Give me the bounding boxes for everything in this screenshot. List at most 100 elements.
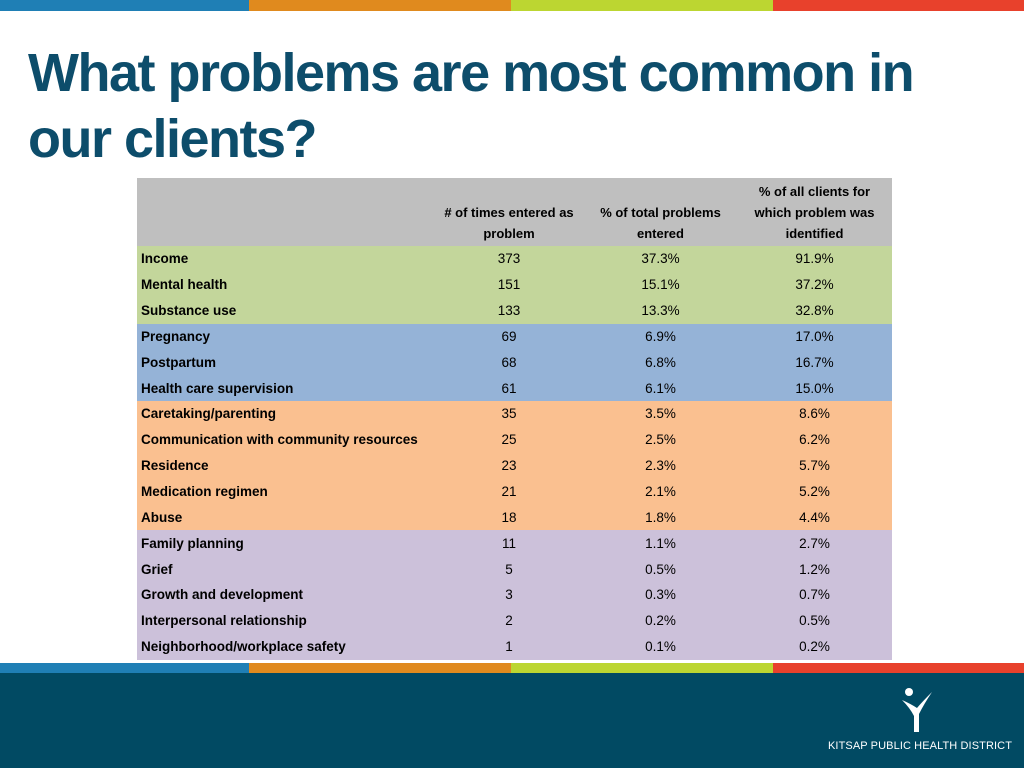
problem-label-cell: Mental health xyxy=(141,277,228,293)
pct-total-cell: 0.1% xyxy=(645,639,676,655)
pct-total-cell: 13.3% xyxy=(641,303,680,319)
bar-segment-blue xyxy=(0,663,249,673)
pct-total-cell: 0.5% xyxy=(645,561,676,577)
column-header-count: # of times entered as problem xyxy=(434,178,584,246)
pct-total-cell: 2.5% xyxy=(645,432,676,448)
count-cell: 133 xyxy=(497,303,521,319)
problem-label-cell: Abuse xyxy=(141,509,183,525)
table-row: Mental health 151 15.1% 37.2% xyxy=(137,271,892,298)
column-header-problem xyxy=(137,178,434,246)
bar-segment-orange xyxy=(249,0,511,11)
pct-clients-cell: 5.7% xyxy=(799,458,830,474)
pct-clients-cell: 91.9% xyxy=(795,251,834,267)
count-cell: 21 xyxy=(501,484,517,500)
table-row: Postpartum 68 6.8% 16.7% xyxy=(137,349,892,376)
table-row: Income 373 37.3% 91.9% xyxy=(137,246,892,272)
count-cell: 23 xyxy=(501,458,517,474)
problem-label-cell: Interpersonal relationship xyxy=(141,613,307,629)
pct-clients-cell: 5.2% xyxy=(799,484,830,500)
table-row: Communication with community resources 25… xyxy=(137,426,892,453)
table-row: Interpersonal relationship 2 0.2% 0.5% xyxy=(137,607,892,634)
problem-label-cell: Pregnancy xyxy=(141,328,211,344)
problem-label-cell: Family planning xyxy=(141,535,244,551)
problem-label-cell: Neighborhood/workplace safety xyxy=(141,639,346,655)
pct-total-cell: 6.1% xyxy=(645,380,676,396)
column-header-pct-clients: % of all clients for which problem was i… xyxy=(737,178,892,246)
pct-clients-cell: 4.4% xyxy=(799,509,830,525)
slide-title: What problems are most common in our cli… xyxy=(28,43,915,169)
pct-total-cell: 37.3% xyxy=(641,251,680,267)
table-row: Grief 5 0.5% 1.2% xyxy=(137,556,892,582)
pct-clients-cell: 6.2% xyxy=(799,432,830,448)
count-cell: 35 xyxy=(501,406,517,422)
table-row: Residence 23 2.3% 5.7% xyxy=(137,452,892,479)
pct-total-cell: 2.3% xyxy=(645,458,676,474)
count-cell: 3 xyxy=(505,587,513,603)
problem-label-cell: Caretaking/parenting xyxy=(141,406,277,422)
problem-label-cell: Medication regimen xyxy=(141,484,268,500)
count-cell: 11 xyxy=(501,535,516,551)
count-cell: 68 xyxy=(501,354,517,370)
problems-table: # of times entered as problem % of total… xyxy=(137,178,892,660)
count-cell: 25 xyxy=(501,432,517,448)
table-row: Neighborhood/workplace safety 1 0.1% 0.2% xyxy=(137,633,892,660)
table-row: Family planning 11 1.1% 2.7% xyxy=(137,530,892,557)
problem-label-cell: Growth and development xyxy=(141,587,304,603)
problem-label-cell: Substance use xyxy=(141,303,237,319)
problem-label-cell: Grief xyxy=(141,561,173,577)
bottom-color-bar xyxy=(0,663,1024,673)
table-row: Growth and development 3 0.3% 0.7% xyxy=(137,581,892,608)
count-cell: 1 xyxy=(505,639,513,655)
pct-clients-cell: 15.0% xyxy=(795,380,834,396)
bar-segment-green xyxy=(511,663,773,673)
bar-segment-green xyxy=(511,0,773,11)
pct-clients-cell: 17.0% xyxy=(795,328,834,344)
pct-clients-cell: 0.2% xyxy=(799,639,830,655)
pct-clients-cell: 0.5% xyxy=(799,613,830,629)
problem-label-cell: Postpartum xyxy=(141,354,217,370)
problem-label-cell: Health care supervision xyxy=(141,380,294,396)
pct-clients-cell: 32.8% xyxy=(795,303,834,319)
table-row: Substance use 133 13.3% 32.8% xyxy=(137,297,892,324)
table-row: Health care supervision 61 6.1% 15.0% xyxy=(137,375,892,402)
count-cell: 69 xyxy=(501,328,517,344)
pct-clients-cell: 37.2% xyxy=(795,277,834,293)
person-figure-icon xyxy=(902,688,932,732)
count-cell: 18 xyxy=(501,509,517,525)
pct-total-cell: 3.5% xyxy=(645,406,676,422)
count-cell: 373 xyxy=(497,251,521,267)
footer-band xyxy=(0,673,1024,768)
pct-total-cell: 1.8% xyxy=(645,509,676,525)
problem-label-cell: Residence xyxy=(141,458,209,474)
table-row: Medication regimen 21 2.1% 5.2% xyxy=(137,478,892,505)
table-row: Caretaking/parenting 35 3.5% 8.6% xyxy=(137,401,892,427)
pct-clients-cell: 1.2% xyxy=(799,561,830,577)
bar-segment-red xyxy=(773,663,1024,673)
pct-total-cell: 6.8% xyxy=(645,354,676,370)
bar-segment-red xyxy=(773,0,1024,11)
pct-clients-cell: 0.7% xyxy=(799,587,830,603)
pct-total-cell: 6.9% xyxy=(645,328,676,344)
bar-segment-blue xyxy=(0,0,249,11)
pct-total-cell: 15.1% xyxy=(641,277,680,293)
problem-label-cell: Income xyxy=(141,251,189,267)
pct-total-cell: 1.1% xyxy=(645,535,676,551)
pct-total-cell: 0.3% xyxy=(645,587,676,603)
count-cell: 5 xyxy=(505,561,513,577)
table-row: Pregnancy 69 6.9% 17.0% xyxy=(137,323,892,350)
pct-clients-cell: 2.7% xyxy=(799,535,830,551)
count-cell: 61 xyxy=(501,380,517,396)
table-row: Abuse 18 1.8% 4.4% xyxy=(137,504,892,531)
pct-clients-cell: 8.6% xyxy=(799,406,830,422)
column-header-pct-total: % of total problems entered xyxy=(584,178,737,246)
pct-clients-cell: 16.7% xyxy=(795,354,834,370)
organization-name: KITSAP PUBLIC HEALTH DISTRICT xyxy=(828,740,1013,752)
table-body: Income 373 37.3% 91.9% Mental health 151 15.1%… xyxy=(137,246,892,660)
bar-segment-orange xyxy=(249,663,511,673)
table-header-row: # of times entered as problem % of total… xyxy=(137,178,892,246)
top-color-bar xyxy=(0,0,1024,11)
count-cell: 2 xyxy=(505,613,513,629)
problems-table-container: # of times entered as problem % of total… xyxy=(137,178,892,660)
count-cell: 151 xyxy=(497,277,521,293)
pct-total-cell: 2.1% xyxy=(645,484,676,500)
